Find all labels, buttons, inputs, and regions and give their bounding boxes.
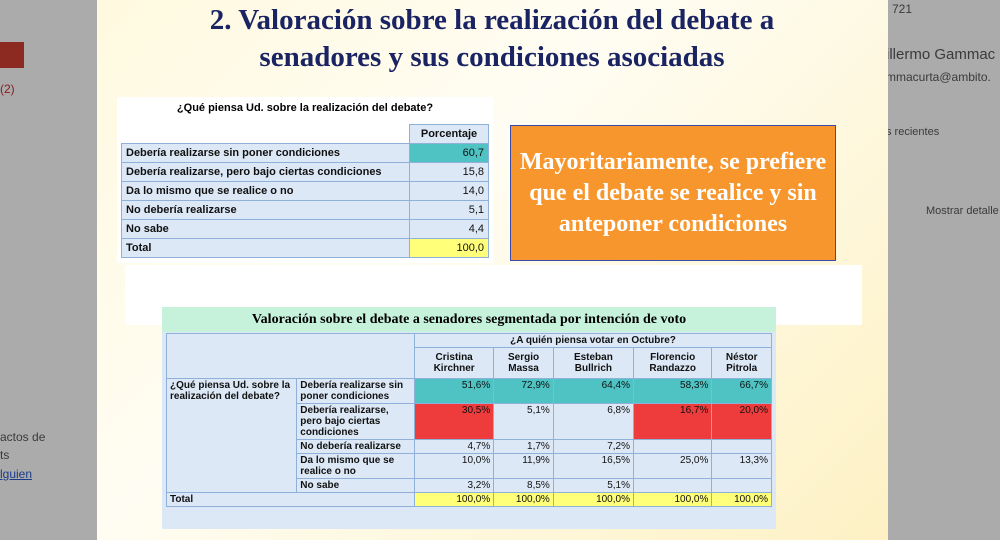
sender-email: mmacurta@ambito. (886, 70, 991, 84)
column-header: Florencio Randazzo (632, 347, 713, 379)
row-label: No debería realizarse (296, 439, 416, 454)
value-cell (632, 478, 713, 493)
value-cell: 7,2% (552, 439, 634, 454)
total-row: Total 100,0% 100,0% 100,0% 100,0% 100,0% (165, 492, 772, 507)
table-row: ¿Qué piensa Ud. sobre la realización del… (165, 378, 772, 493)
page-count: 721 (892, 2, 913, 16)
row-label: No sabe (121, 219, 410, 239)
group-header: ¿A quién piensa votar en Octubre? (414, 333, 772, 348)
row-label: Debería realizarse sin poner condiciones (121, 143, 410, 163)
value-cell: 16,7% (632, 403, 713, 440)
value-cell: 51,6% (414, 378, 495, 404)
value-cell: 64,4% (552, 378, 634, 404)
value-cell: 15,8 (409, 162, 489, 182)
table-caption: ¿Qué piensa Ud. sobre la realización del… (176, 102, 434, 114)
table-row: Debería realizarse sin poner condiciones… (121, 143, 489, 163)
section-label: s recientes (886, 126, 940, 138)
value-cell: 100,0% (632, 492, 713, 507)
table-panel: ¿Qué piensa Ud. sobre la realización del… (117, 97, 493, 263)
table-row: Debería realizarse, pero bajo ciertas co… (121, 162, 489, 182)
value-cell: 4,4 (409, 219, 489, 239)
group-header-row: ¿A quién piensa votar en Octubre? (165, 333, 772, 379)
row-label: Total (165, 492, 416, 507)
value-cell: 25,0% (632, 453, 713, 479)
value-cell: 5,1 (409, 200, 489, 220)
value-cell: 8,5% (493, 478, 554, 493)
value-cell: 6,8% (552, 403, 634, 440)
column-header: Sergio Massa (493, 347, 554, 379)
column-header: Néstor Pitrola (711, 347, 772, 379)
table-panel: Valoración sobre el debate a senadores s… (162, 307, 776, 529)
value-cell: 4,7% (414, 439, 495, 454)
table-row: Da lo mismo que se realice o no 14,0 (121, 181, 489, 201)
value-cell (632, 439, 713, 454)
column-header: Cristina Kirchner (414, 347, 495, 379)
table-row: Total 100,0 (121, 238, 489, 258)
table-row: No sabe 4,4 (121, 219, 489, 239)
column-header: Esteban Bullrich (552, 347, 634, 379)
row-label: Debería realizarse, pero bajo ciertas co… (121, 162, 410, 182)
value-cell: 66,7% (711, 378, 772, 404)
row-label: No sabe (296, 478, 416, 493)
value-cell: 72,9% (493, 378, 554, 404)
value-cell: 30,5% (414, 403, 495, 440)
value-cell: 60,7 (409, 143, 489, 163)
row-label: Debería realizarse sin poner condiciones (296, 378, 416, 404)
sidebar-text: ts (0, 448, 10, 462)
value-cell: 100,0 (409, 238, 489, 258)
sidebar-link[interactable]: lguien (0, 467, 33, 481)
highlight-box: Mayoritariamente, se prefiere que el deb… (510, 125, 836, 261)
summary-table: Porcentaje Debería realizarse sin poner c… (121, 124, 489, 258)
compose-button[interactable] (0, 42, 24, 68)
table-row: No debería realizarse 5,1 (121, 200, 489, 220)
value-cell: 5,1% (493, 403, 554, 440)
value-cell: 20,0% (711, 403, 772, 440)
cell (121, 124, 410, 144)
question-cell: ¿Qué piensa Ud. sobre la realización del… (165, 378, 298, 493)
value-cell: 3,2% (414, 478, 495, 493)
header-row: Porcentaje (121, 124, 489, 144)
value-cell (711, 478, 772, 493)
row-label: Da lo mismo que se realice o no (121, 181, 410, 201)
table-title: Valoración sobre el debate a senadores s… (162, 307, 776, 332)
value-cell: 1,7% (493, 439, 554, 454)
value-cell: 14,0 (409, 181, 489, 201)
segmented-table: ¿A quién piensa votar en Octubre? Cristin… (165, 333, 772, 507)
slide: 2. Valoración sobre la realización del d… (97, 0, 888, 540)
sidebar-text: actos de (0, 430, 46, 444)
value-cell: 5,1% (552, 478, 634, 493)
value-cell: 100,0% (552, 492, 634, 507)
column-header: Porcentaje (409, 124, 489, 144)
row-label: No debería realizarse (121, 200, 410, 220)
value-cell: 100,0% (711, 492, 772, 507)
row-label: Debería realizarse, pero bajo ciertas co… (296, 403, 416, 440)
value-cell (711, 439, 772, 454)
value-cell: 13,3% (711, 453, 772, 479)
value-cell: 16,5% (552, 453, 634, 479)
details-link[interactable]: Mostrar detalle (926, 205, 999, 217)
unread-count: (2) (0, 82, 15, 96)
value-cell: 11,9% (493, 453, 554, 479)
value-cell: 100,0% (493, 492, 554, 507)
table-row: No debería realizarse 4,7% 1,7% 7,2% (167, 439, 772, 454)
sender-name: illermo Gammac (886, 46, 996, 63)
cell (165, 333, 416, 379)
value-cell: 100,0% (414, 492, 495, 507)
table-row: Da lo mismo que se realice o no 10,0% 11,9… (167, 453, 772, 479)
slide-title: 2. Valoración sobre la realización del d… (209, 4, 775, 73)
row-label: Da lo mismo que se realice o no (296, 453, 416, 479)
value-cell: 10,0% (414, 453, 495, 479)
value-cell: 58,3% (632, 378, 713, 404)
row-label: Total (121, 238, 410, 258)
